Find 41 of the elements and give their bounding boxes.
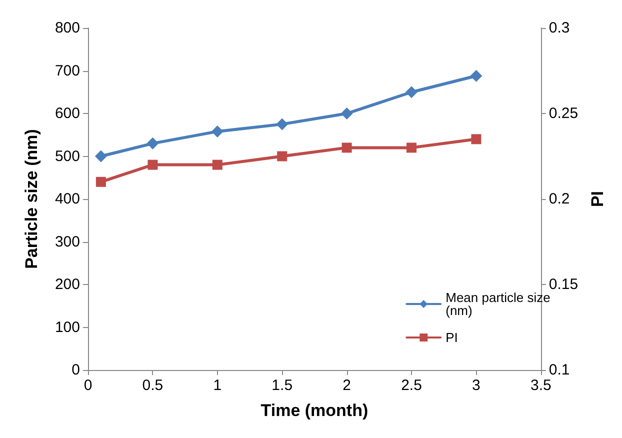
point [277, 151, 288, 162]
x-tick-label: 3 [472, 377, 480, 394]
y-tick-label: 0 [72, 362, 80, 378]
point [212, 160, 222, 170]
y2-tick-label: 0.3 [548, 20, 570, 36]
y-tick-label: 200 [54, 276, 80, 293]
y-tick-label: 100 [54, 318, 80, 336]
y-tick-label: 400 [54, 190, 80, 208]
y2-tick-label: 0.2 [548, 190, 570, 208]
y-tick-label: 300 [54, 233, 80, 250]
legend-label: PI [446, 330, 458, 345]
x-tick-label: 2.5 [401, 377, 422, 394]
x-tick-label: 1 [213, 377, 222, 394]
x-tick-label: 0 [84, 377, 92, 394]
y-tick-label: 500 [54, 148, 80, 165]
y2-tick-label: 0.1 [548, 362, 570, 378]
x-tick-label: 2 [342, 377, 351, 394]
point [342, 142, 352, 153]
point [211, 125, 224, 138]
x-tick-label: 0.5 [142, 377, 164, 394]
x-tick-label: 3.5 [530, 377, 552, 394]
x-tick-label: 1.5 [272, 377, 293, 394]
x-axis-title: Time (month) [260, 401, 368, 420]
y-tick-label: 800 [54, 20, 80, 36]
point [146, 137, 159, 150]
point [470, 70, 482, 82]
point [148, 160, 158, 170]
y-tick-label: 700 [54, 62, 80, 80]
point [94, 150, 107, 162]
y-axis-title: Particle size (nm) [22, 129, 41, 269]
y-tick-label: 600 [54, 105, 80, 122]
legend-label: Mean particle size (nm) [446, 290, 554, 318]
point [406, 142, 417, 153]
point [406, 86, 418, 98]
point [276, 118, 288, 130]
point [96, 176, 106, 187]
point [340, 108, 353, 120]
point [471, 134, 482, 144]
y2-axis-title: PI [588, 190, 607, 208]
y2-tick-label: 0.15 [548, 276, 578, 293]
y2-tick-label: 0.25 [548, 105, 578, 122]
